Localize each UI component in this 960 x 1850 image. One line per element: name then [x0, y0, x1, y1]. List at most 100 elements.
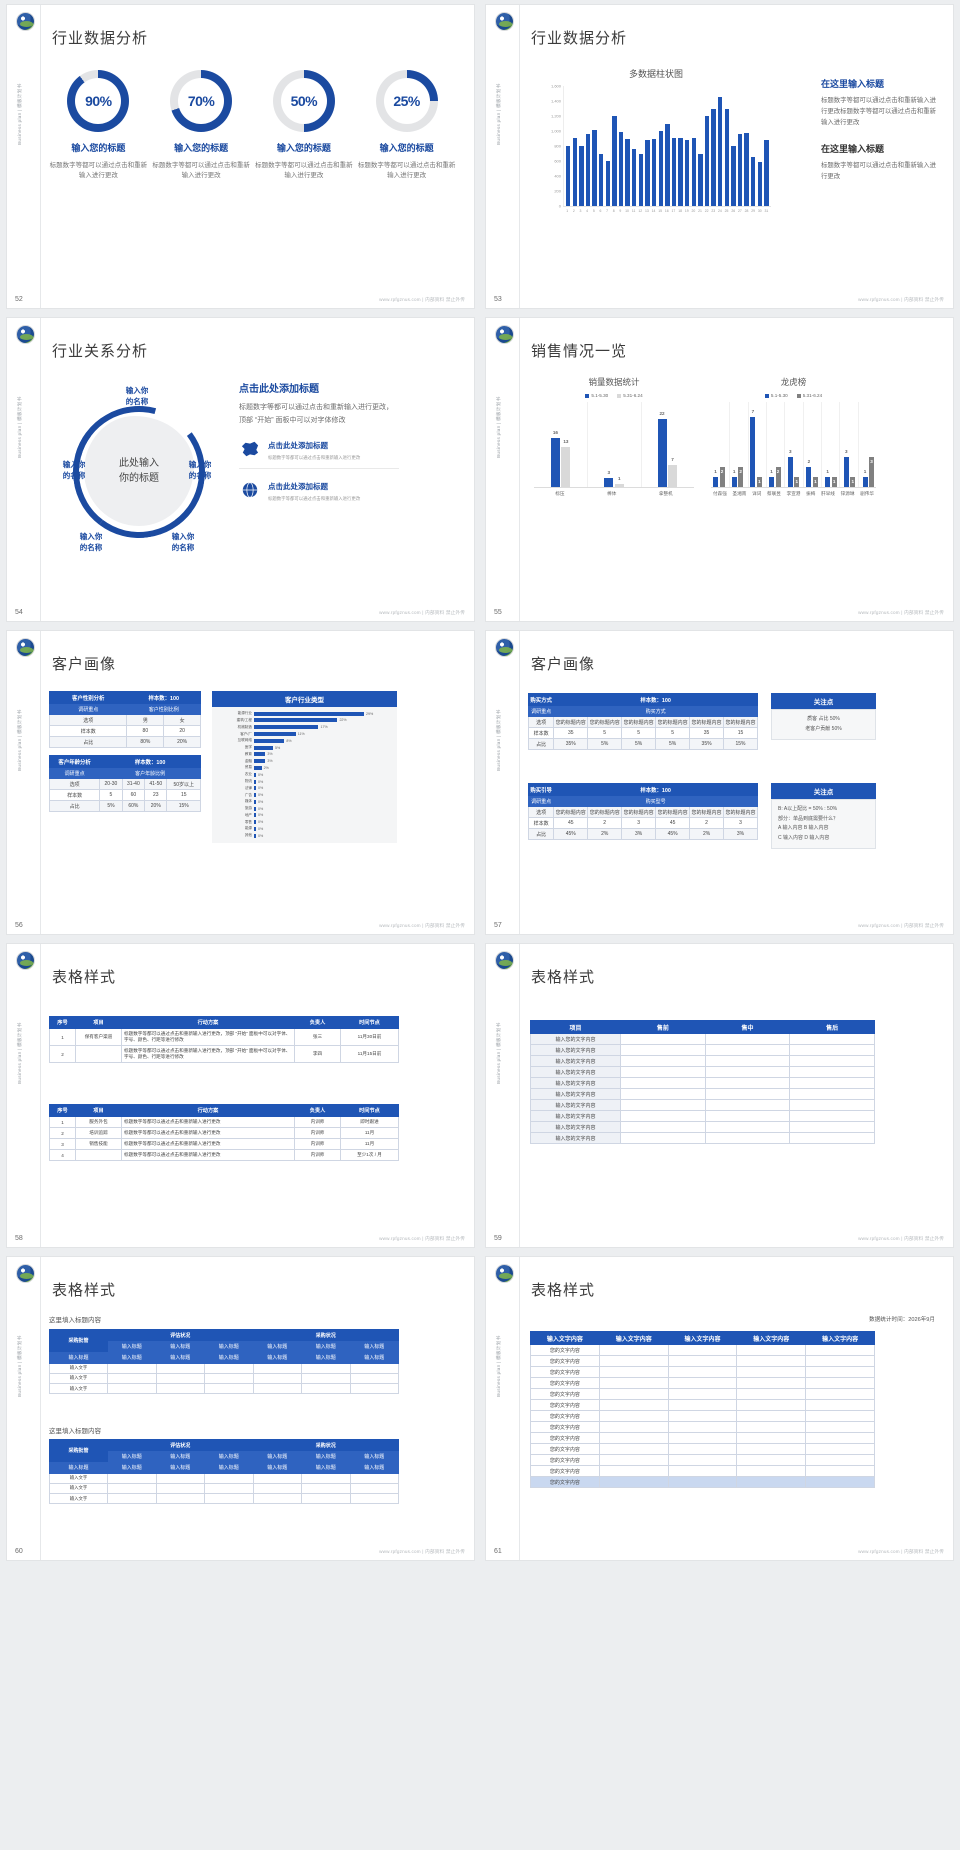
- cell[interactable]: [736, 1465, 807, 1477]
- cell[interactable]: [667, 1410, 738, 1422]
- cell[interactable]: [301, 1362, 351, 1374]
- cell[interactable]: [667, 1432, 738, 1444]
- cell[interactable]: [736, 1421, 807, 1433]
- table-row[interactable]: 您的文字内容: [530, 1377, 875, 1389]
- cell[interactable]: [598, 1399, 669, 1411]
- cell[interactable]: [704, 1121, 791, 1133]
- cell[interactable]: [667, 1421, 738, 1433]
- cell[interactable]: [805, 1454, 875, 1466]
- cell[interactable]: [805, 1355, 875, 1367]
- cell[interactable]: [204, 1382, 254, 1395]
- cell[interactable]: [704, 1099, 791, 1111]
- cell[interactable]: [667, 1377, 738, 1389]
- cell[interactable]: [301, 1472, 351, 1484]
- cell[interactable]: [736, 1454, 807, 1466]
- cell[interactable]: [252, 1362, 302, 1374]
- cell[interactable]: [598, 1388, 669, 1400]
- cell[interactable]: [620, 1121, 706, 1133]
- cell[interactable]: [667, 1366, 738, 1378]
- cell[interactable]: [155, 1382, 205, 1395]
- cell[interactable]: [107, 1382, 157, 1395]
- cell[interactable]: [667, 1399, 738, 1411]
- table-row[interactable]: 输入文字: [49, 1382, 399, 1395]
- cell[interactable]: [667, 1465, 738, 1477]
- table-row[interactable]: 您的文字内容: [530, 1388, 875, 1400]
- cell[interactable]: [704, 1055, 791, 1067]
- cell[interactable]: [789, 1066, 875, 1078]
- cell[interactable]: [667, 1476, 738, 1488]
- buy-guide-table[interactable]: 购买引导 样本数：100 调研重点 购买型号 选项 您的标题内容 您的标题内容 您的标…: [527, 783, 758, 840]
- cell[interactable]: [155, 1372, 205, 1384]
- table-row[interactable]: 您的文字内容: [530, 1454, 875, 1466]
- cycle-node[interactable]: 输入你 的名称: [79, 532, 103, 552]
- cell[interactable]: [736, 1355, 807, 1367]
- cell[interactable]: [667, 1443, 738, 1455]
- cell[interactable]: [789, 1110, 875, 1122]
- table-row[interactable]: 输入文字: [49, 1372, 399, 1384]
- table-row[interactable]: 输入文字: [49, 1492, 399, 1505]
- cell[interactable]: [252, 1492, 302, 1505]
- focus-block-2[interactable]: 关注点 B: A以上配比 = 50% : 50% 部分：单品到底需要什么？ A …: [771, 783, 876, 849]
- table-row[interactable]: 您的文字内容: [530, 1465, 875, 1477]
- cell[interactable]: [620, 1055, 706, 1067]
- table-row[interactable]: 您的文字内容: [530, 1399, 875, 1411]
- cell[interactable]: [805, 1443, 875, 1455]
- cell[interactable]: [598, 1421, 669, 1433]
- cycle-node[interactable]: 输入你 的名称: [188, 460, 212, 480]
- cell[interactable]: [667, 1355, 738, 1367]
- donut-cell[interactable]: 70% 输入您的标题 标题数字等都可以通过点击和重新输入进行更改: [150, 70, 253, 181]
- donut-cell[interactable]: 90% 输入您的标题 标题数字等都可以通过点击和重新输入进行更改: [47, 70, 150, 181]
- prepost-sale-table[interactable]: 项目 售前 售中 售后 输入您的文字内容 输入您的文字内容 输入您的文字内容 输入您的…: [530, 1020, 875, 1144]
- cell[interactable]: [805, 1377, 875, 1389]
- mini-item[interactable]: 点击此处添加标题 标题数字等都可以通过点击和重新输入进行更改: [239, 440, 399, 469]
- slide-55[interactable]: Business plan | 模板计划书 销售情况一览 销量数据统计 5.1-…: [485, 317, 954, 622]
- data-entry-table[interactable]: 输入文字内容 输入文字内容 输入文字内容 输入文字内容 输入文字内容 您的文字内…: [530, 1331, 875, 1488]
- cell[interactable]: [620, 1066, 706, 1078]
- cell[interactable]: [704, 1044, 791, 1056]
- cell[interactable]: [704, 1088, 791, 1100]
- cell[interactable]: [252, 1482, 302, 1494]
- cell[interactable]: [204, 1372, 254, 1384]
- procurement-table-1[interactable]: 采购批管 评估状况 采购状况 输入标题 输入标题 输入标题 输入标题 输入标题 …: [49, 1328, 399, 1395]
- cell[interactable]: [704, 1132, 791, 1144]
- slide-56[interactable]: Business plan | 模板计划书 客户画像 客户性别分析 样本数：10…: [6, 630, 475, 935]
- cell[interactable]: [301, 1492, 351, 1505]
- cell[interactable]: [736, 1366, 807, 1378]
- cell[interactable]: [349, 1472, 399, 1484]
- cell[interactable]: [598, 1432, 669, 1444]
- action-plan-table-2[interactable]: 序号 项目 行动方案 负责人 时间节点 1 服务外包 标题数字等都可以通过点击和重新…: [49, 1104, 399, 1161]
- cell[interactable]: [667, 1388, 738, 1400]
- gender-table[interactable]: 客户性别分析 样本数：100 调研重点 客户性别比例 选项男女 样本数 80 20 …: [48, 691, 201, 748]
- cell[interactable]: [736, 1443, 807, 1455]
- cell[interactable]: [598, 1476, 669, 1488]
- cycle-node[interactable]: 输入你 的名称: [62, 460, 86, 480]
- cell[interactable]: [107, 1492, 157, 1505]
- cell[interactable]: [736, 1344, 807, 1356]
- donut-cell[interactable]: 25% 输入您的标题 标题数字等都可以通过点击和重新输入进行更改: [355, 70, 458, 181]
- table-row[interactable]: 输入您的文字内容: [530, 1121, 875, 1133]
- cell[interactable]: [736, 1377, 807, 1389]
- cell[interactable]: [107, 1372, 157, 1384]
- cell[interactable]: [204, 1362, 254, 1374]
- cell[interactable]: [805, 1432, 875, 1444]
- cell[interactable]: [155, 1482, 205, 1494]
- sales-chart[interactable]: 销量数据统计 5.1-5.30 5.31-6.24 16 13 3 1 22 7 标压 棒体…: [534, 376, 694, 497]
- cell[interactable]: [349, 1362, 399, 1374]
- cell[interactable]: [736, 1410, 807, 1422]
- table-row[interactable]: 输入您的文字内容: [530, 1088, 875, 1100]
- cell[interactable]: [301, 1372, 351, 1384]
- industry-chart[interactable]: 客户行业类型 能源行业 29% 建筑/工程 22% 机械制造 17% 客户/厂 11% 互联网络…: [212, 691, 397, 843]
- procurement-table-2[interactable]: 采购批管 评估状况 采购状况 输入标题 输入标题 输入标题 输入标题 输入标题 …: [49, 1438, 399, 1505]
- cell[interactable]: [598, 1465, 669, 1477]
- slide-52[interactable]: Business plan | 模板计划书 行业数据分析 90% 输入您的标题 …: [6, 4, 475, 309]
- cell[interactable]: [736, 1399, 807, 1411]
- cell[interactable]: [736, 1432, 807, 1444]
- cell[interactable]: [204, 1472, 254, 1484]
- cycle-node[interactable]: 输入你 的名称: [125, 386, 149, 406]
- cell[interactable]: [736, 1388, 807, 1400]
- cell[interactable]: [789, 1121, 875, 1133]
- cell[interactable]: [204, 1492, 254, 1505]
- table-row[interactable]: 输入您的文字内容: [530, 1099, 875, 1111]
- mini-item[interactable]: 点击此处添加标题 标题数字等都可以通过点击和重新输入进行更改: [239, 481, 399, 509]
- age-table[interactable]: 客户年龄分析 样本数：100 调研重点 客户年龄比例 选项 20-30 31-40 4…: [48, 755, 201, 812]
